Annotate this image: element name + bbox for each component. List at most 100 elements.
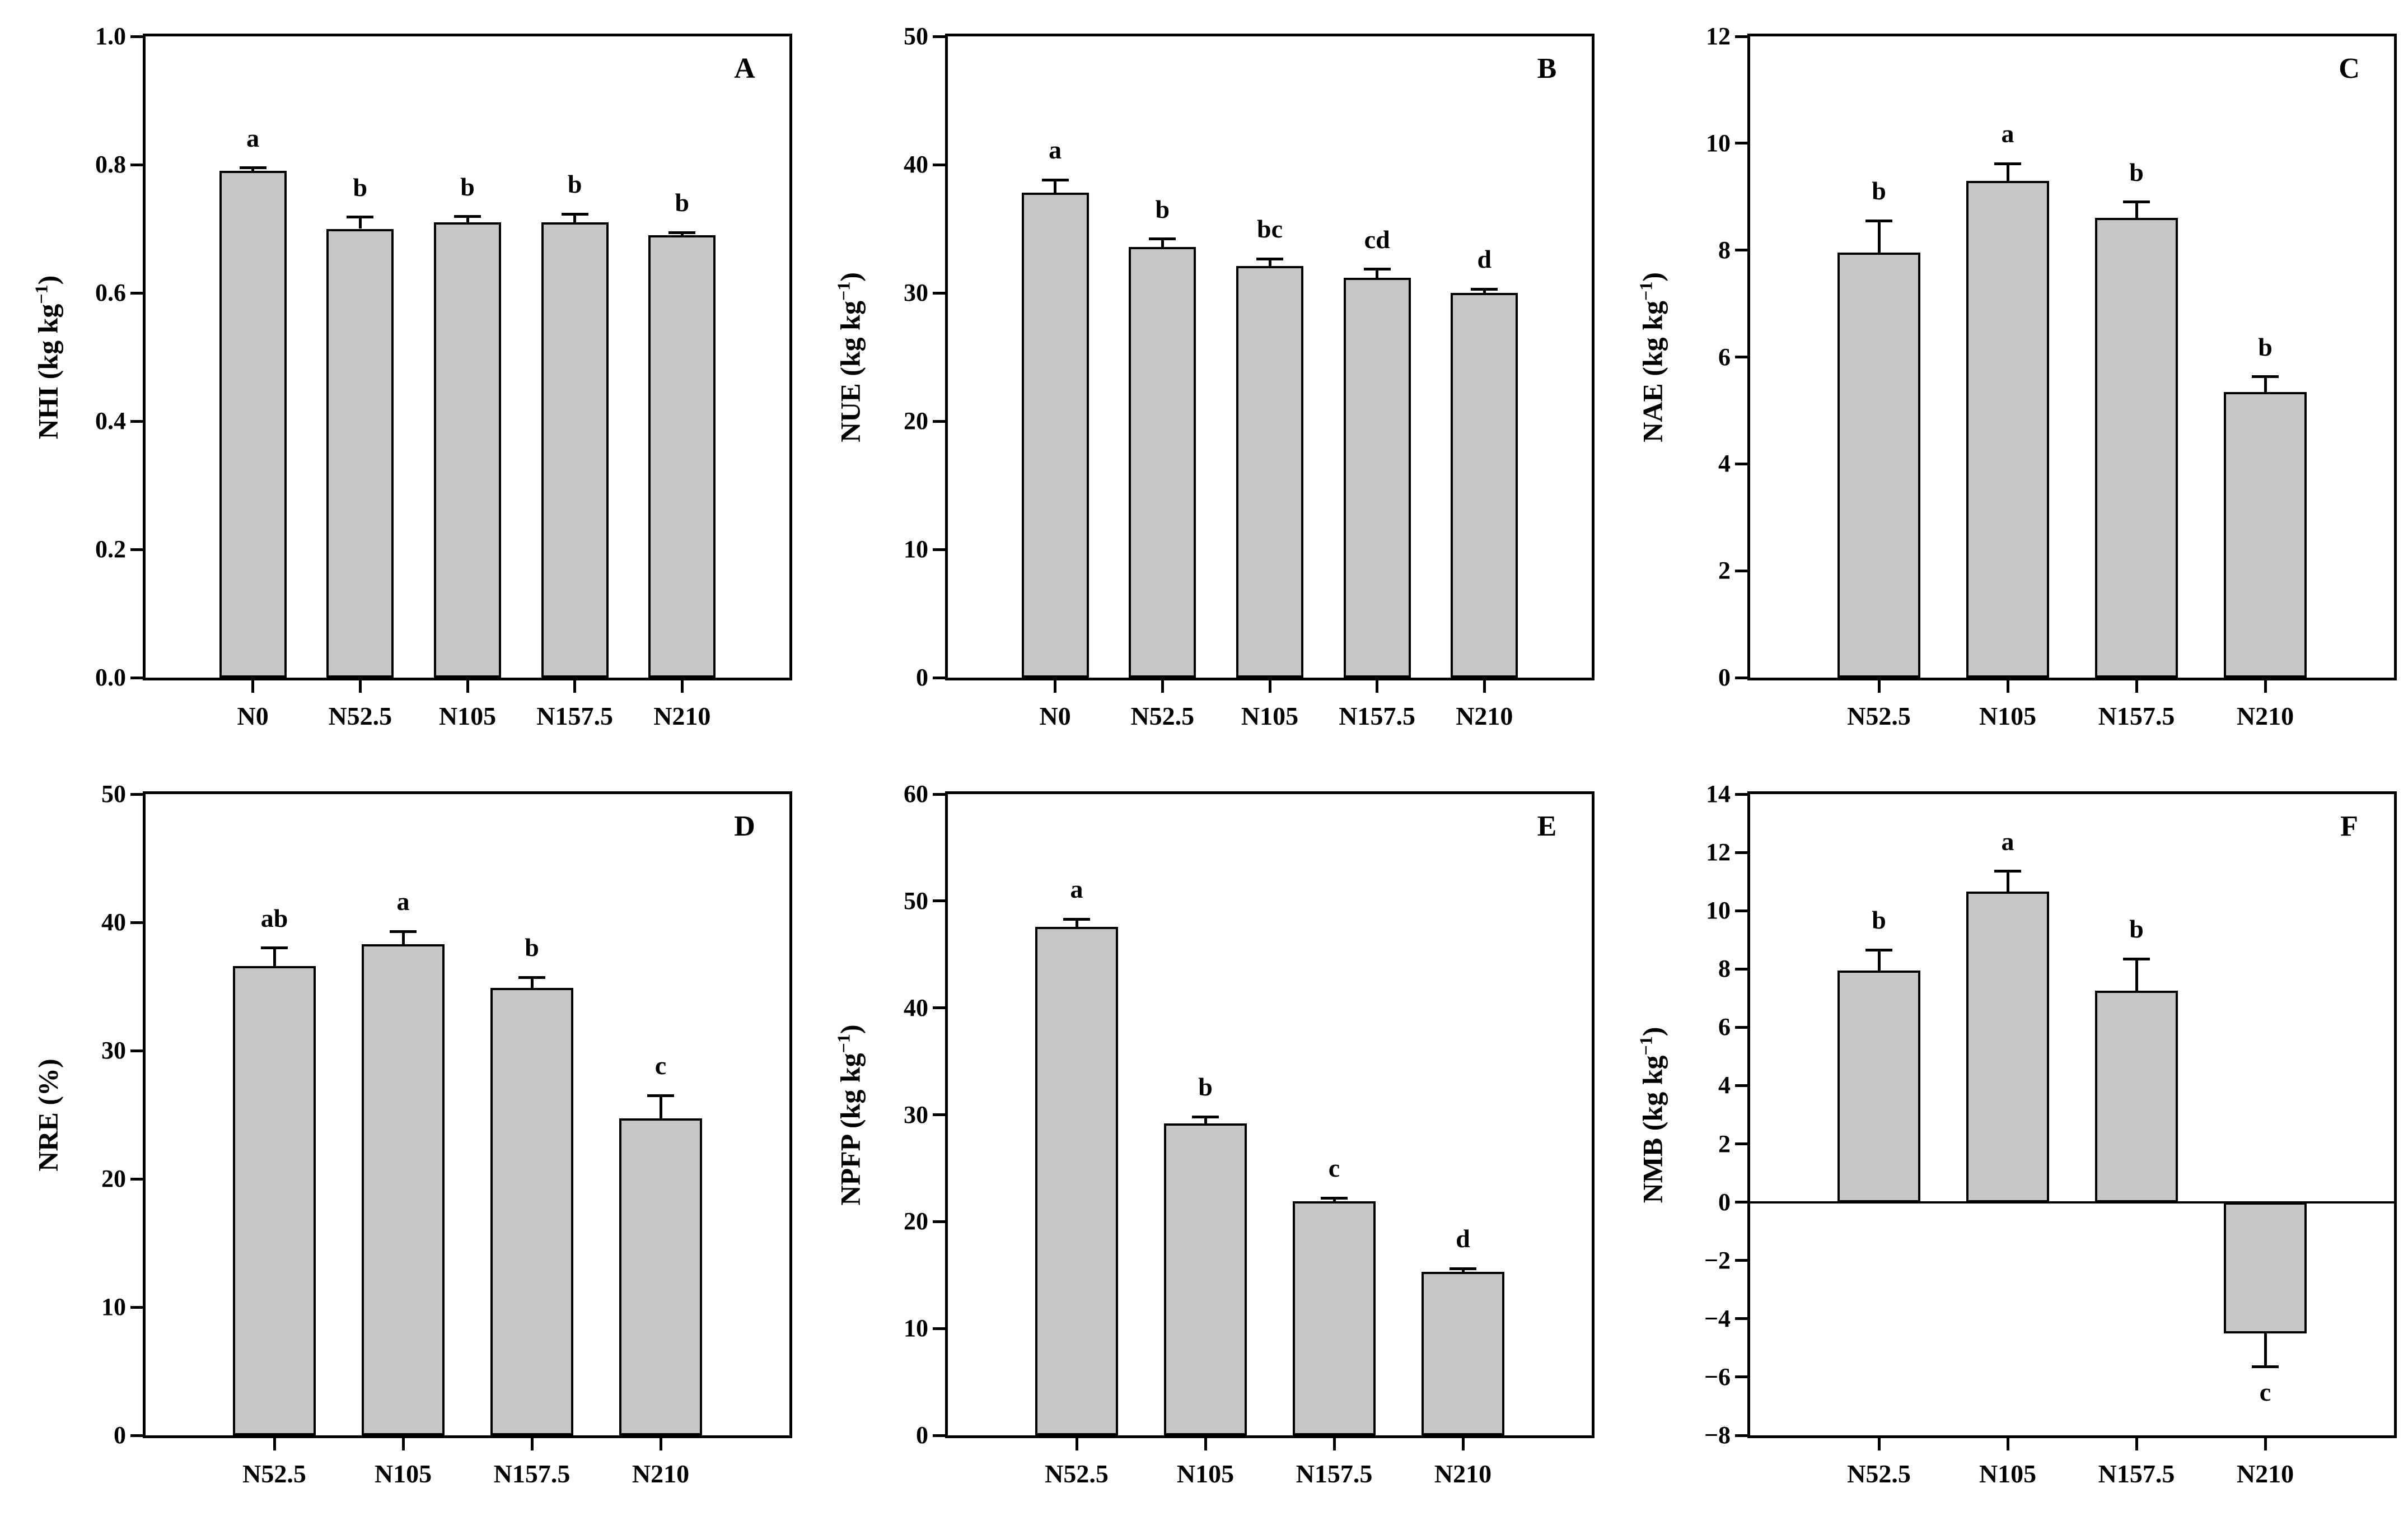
x-axis-tick-N52.5 [273,1438,276,1450]
panel-letter: B [1537,53,1557,85]
sig-letter-N157.5: b [525,933,539,962]
sig-letter-N0: a [1049,136,1062,165]
y-axis-title: NRE (%) [32,1058,64,1172]
y-axis-tick [1735,792,1747,796]
y-axis-tick [1735,1201,1747,1204]
sig-letter-N52.5: b [1155,194,1170,223]
y-axis-title: NHI (kg kg−1) [31,275,64,439]
y-axis-tick-label: 30 [904,1100,928,1128]
sig-letter-N157.5: cd [1364,225,1390,254]
error-bar-cap-N157.5 [2123,957,2150,960]
y-axis-tick [1735,142,1747,145]
y-axis-tick-label: 6 [1718,343,1731,371]
x-axis-tick-N52.5 [358,680,362,693]
x-axis-tick-N210 [1461,1438,1465,1450]
x-axis-tick-N105 [2006,680,2009,693]
bar-N52.5 [1837,253,1920,678]
sig-letter-N105: b [460,172,475,201]
y-axis-tick-label: 0 [916,1421,928,1449]
y-axis-tick-label: 40 [101,908,126,936]
y-axis-tick [130,1434,143,1437]
x-axis-tick-N157.5 [2135,680,2138,693]
error-bar-N105 [466,216,469,223]
error-bar-N157.5 [1332,1198,1336,1202]
x-category-label-N52.5: N52.5 [1130,702,1195,730]
x-category-label-N52.5: N52.5 [1847,702,1911,730]
y-axis-tick-label: 0.4 [95,407,126,435]
error-bar-N52.5 [1075,919,1078,927]
x-category-label-N52.5: N52.5 [242,1459,306,1488]
error-bar-N105 [1268,259,1271,266]
panel-letter: A [734,53,755,85]
sig-letter-N105: a [2001,119,2014,148]
error-bar-cap-N52.5 [261,946,288,950]
bar-N157.5 [541,222,609,678]
sig-letter-N157.5: c [1328,1154,1340,1183]
sig-letter-N105: a [396,887,410,916]
y-axis-tick [130,35,143,38]
bar-N210 [1451,293,1518,678]
y-axis-title: NUE (kg kg−1) [833,272,866,442]
error-bar-cap-N157.5 [561,212,588,216]
error-bar-N210 [1461,1268,1465,1272]
y-axis-tick-label: −6 [1704,1363,1731,1391]
y-axis-tick-label: 40 [904,151,928,178]
x-axis-tick-N52.5 [1877,680,1881,693]
error-bar-N52.5 [1877,950,1881,971]
y-axis-tick [1735,356,1747,358]
x-category-label-N157.5: N157.5 [2098,702,2175,730]
y-axis-tick-label: 0.8 [95,151,126,178]
y-axis-tick [1735,676,1747,679]
y-axis-tick [130,548,143,551]
error-bar-N52.5 [358,217,362,229]
y-axis-tick [130,419,143,423]
y-axis-tick [130,291,143,295]
x-axis-tick-N210 [2264,680,2267,693]
error-bar-N157.5 [573,214,577,223]
y-axis-tick [933,1113,945,1116]
y-axis-tick-label: 0.6 [95,279,126,306]
x-category-label-N105: N105 [1241,702,1299,730]
panel-letter: E [1537,810,1557,842]
error-bar-N210 [2264,1333,2267,1367]
y-axis-tick [1735,1434,1747,1437]
y-axis-tick-label: 50 [101,780,126,808]
y-axis-tick-label: 10 [904,535,928,563]
error-bar-cap-N210 [647,1094,674,1097]
y-axis-tick [933,1327,945,1330]
y-axis-tick-label: 12 [1706,22,1731,50]
sig-letter-N105: bc [1257,214,1283,244]
x-axis-tick-N210 [680,680,684,693]
error-bar-N157.5 [530,977,534,988]
x-axis-tick-N210 [1483,680,1486,693]
y-axis-tick [1735,1375,1747,1379]
y-axis-tick-label: 50 [904,22,928,50]
y-axis-tick-label: 50 [904,887,928,915]
error-bar-cap-N52.5 [1865,219,1892,222]
panel-letter: F [2340,810,2358,842]
x-category-label-N157.5: N157.5 [536,702,614,730]
error-bar-N157.5 [1376,269,1379,278]
error-bar-cap-N105 [1256,257,1283,260]
y-axis-tick-label: 10 [101,1293,126,1321]
y-axis-tick-label: 12 [1706,838,1731,866]
x-category-label-N52.5: N52.5 [1045,1459,1109,1488]
y-axis-tick [130,1177,143,1181]
y-axis-tick-label: 2 [1718,557,1731,585]
x-axis-tick-N105 [2006,1438,2009,1450]
bar-N157.5 [1293,1201,1376,1435]
y-axis-tick [933,676,945,679]
error-bar-cap-N105 [1994,870,2021,873]
y-axis-tick-label: 2 [1718,1130,1731,1158]
y-axis-tick-label: 20 [101,1165,126,1192]
x-category-label-N105: N105 [438,702,497,730]
error-bar-cap-N105 [454,215,481,218]
x-axis-tick-N52.5 [1161,680,1164,693]
y-axis-tick [130,163,143,166]
x-category-label-N210: N210 [1434,1459,1492,1488]
